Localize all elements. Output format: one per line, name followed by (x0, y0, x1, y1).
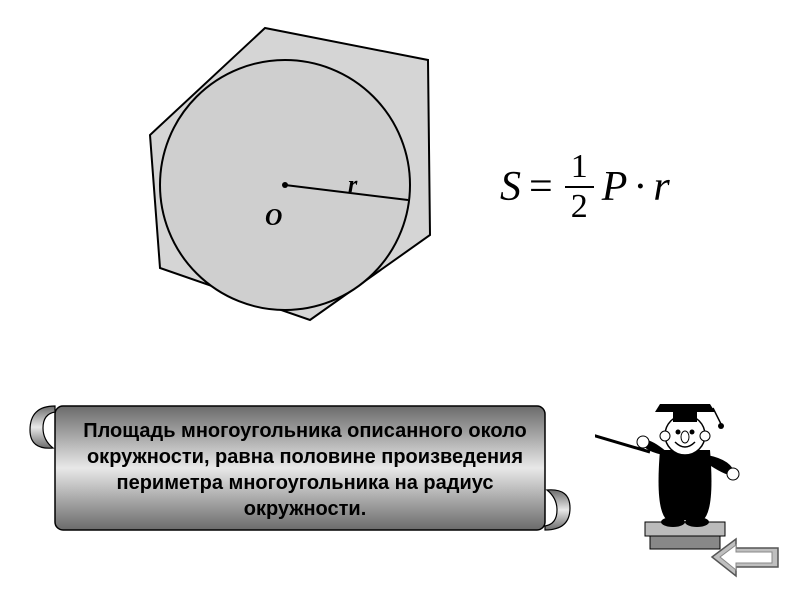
nav-back-button[interactable] (710, 535, 780, 580)
label-r: r (348, 172, 357, 199)
formula-dot: · (633, 163, 647, 211)
fraction-numerator: 1 (565, 150, 594, 188)
formula-P: P (602, 163, 628, 211)
formula-fraction: 1 2 (565, 150, 594, 224)
inscribed-circle-diagram: O r (130, 20, 440, 330)
formula-S: S (500, 163, 521, 211)
formula-r: r (653, 163, 669, 211)
theorem-text: Площадь многоугольника описанного около … (75, 418, 535, 522)
label-O: O (265, 205, 282, 232)
fraction-denominator: 2 (571, 188, 588, 224)
theorem-scroll: Площадь многоугольника описанного около … (25, 400, 575, 540)
diagram-svg (130, 20, 440, 330)
area-formula: S = 1 2 P · r (500, 150, 670, 224)
center-point (282, 182, 288, 188)
back-arrow-icon (710, 535, 780, 580)
formula-equals: = (529, 163, 553, 211)
graduate-svg (595, 380, 755, 560)
graduate-illustration (595, 380, 755, 560)
